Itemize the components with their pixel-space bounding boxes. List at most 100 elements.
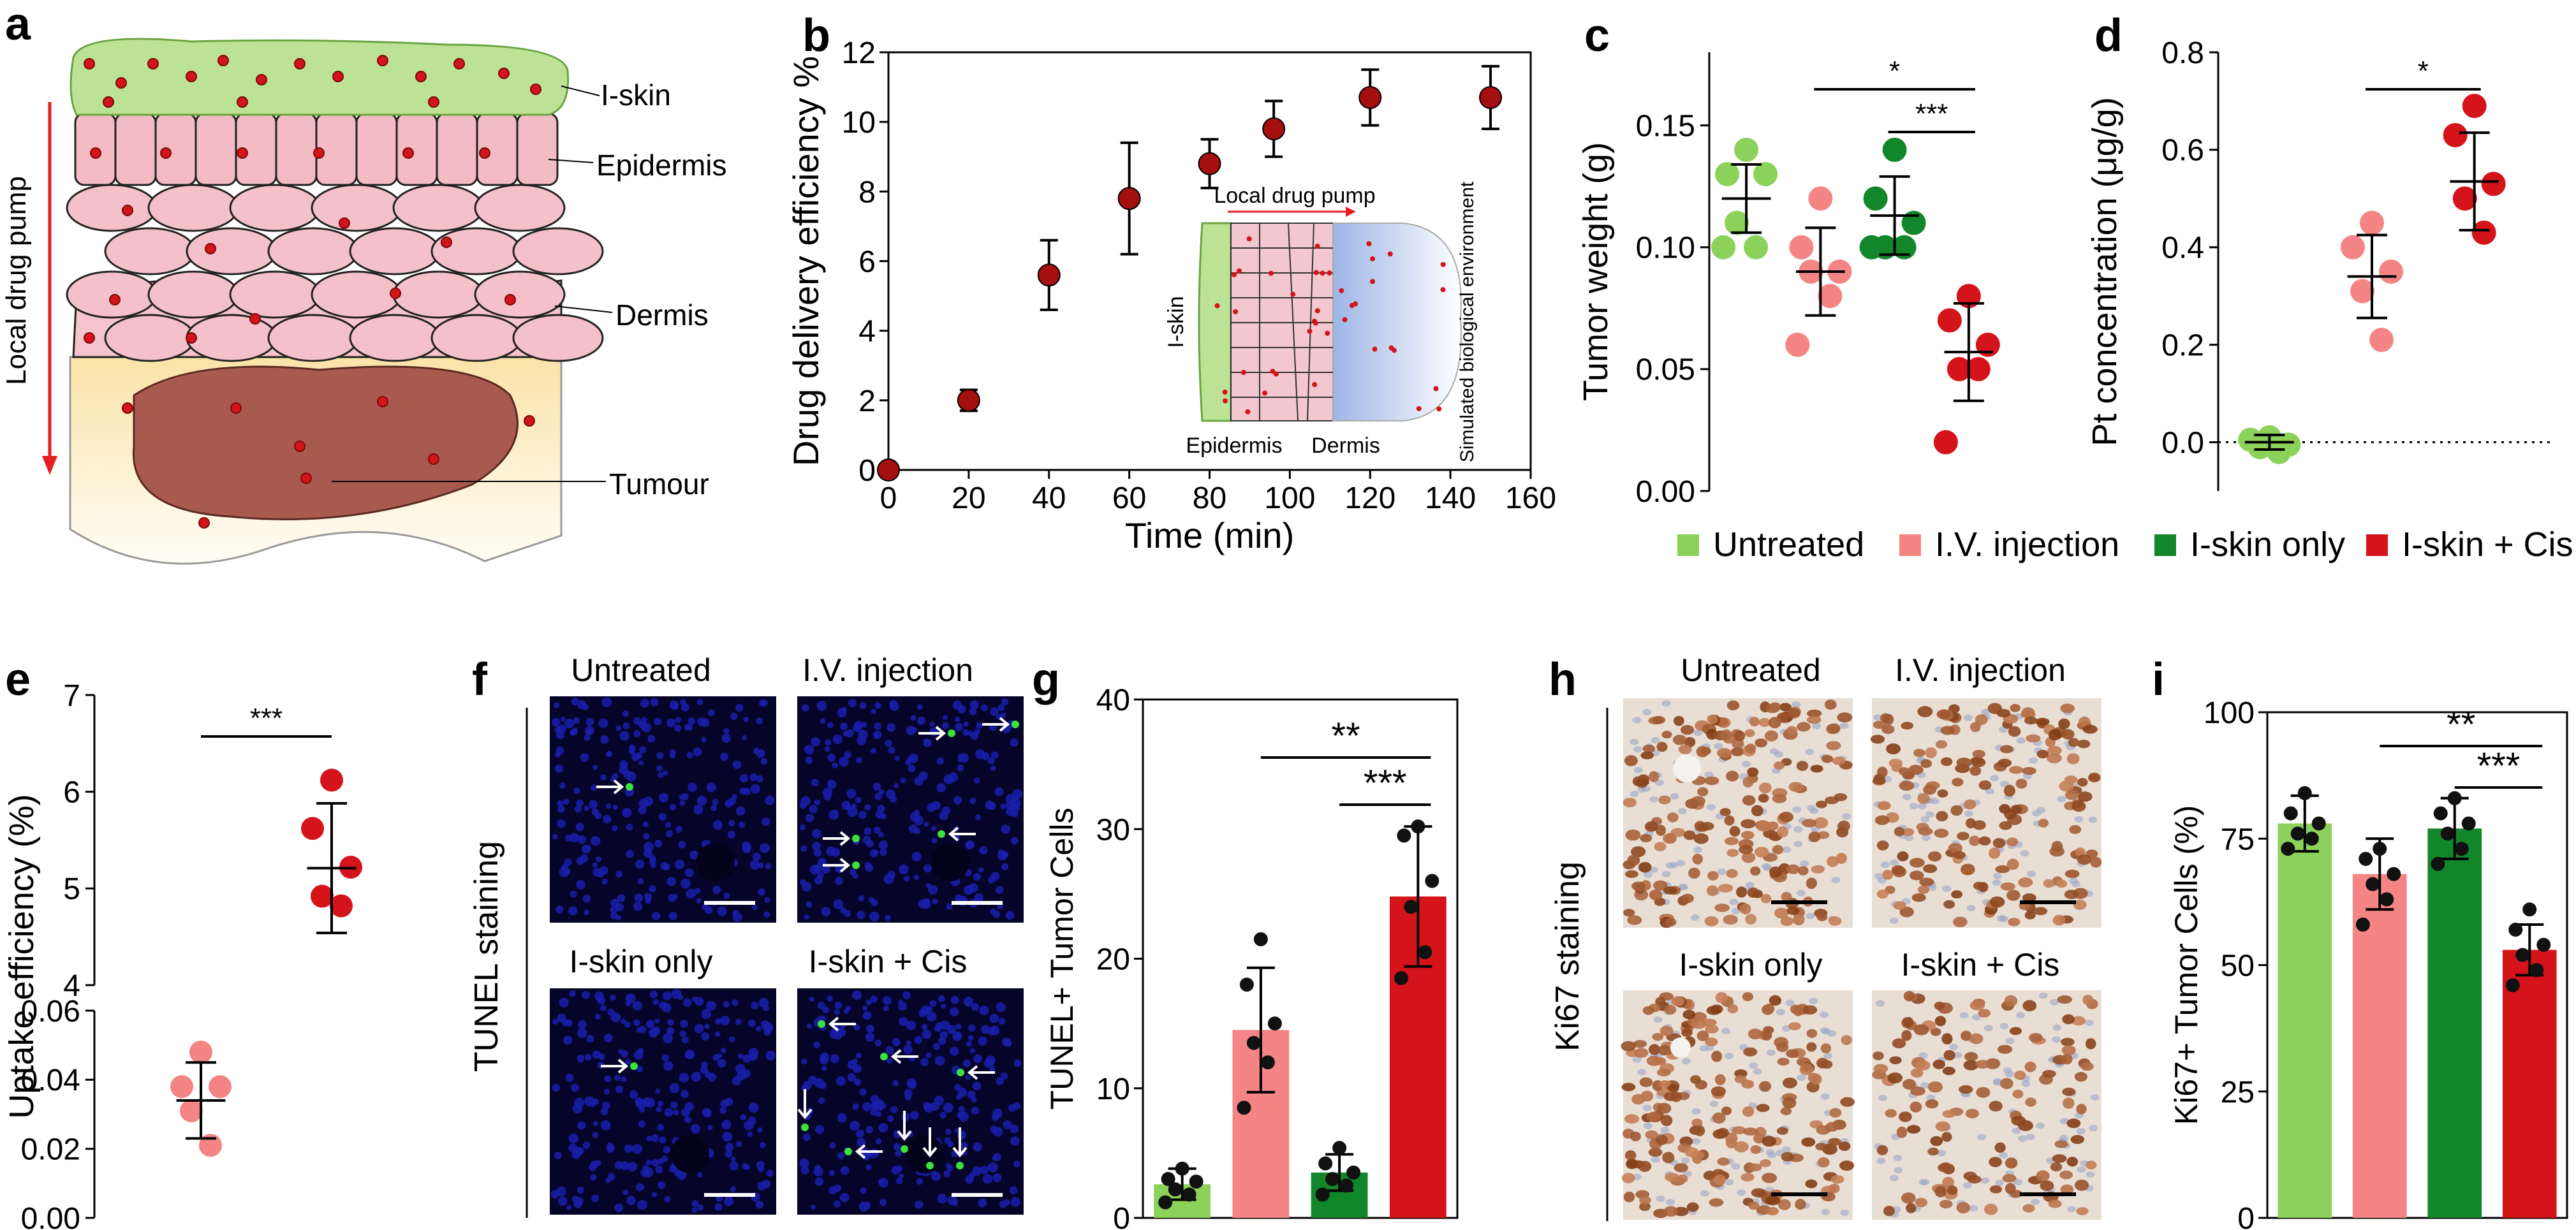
data-point-iv: [1818, 284, 1843, 309]
chart-d: 0.00.20.40.60.8Pt concentration (μg/g)*: [2086, 36, 2551, 491]
hematoxylin-nucleus: [1877, 877, 1887, 884]
hematoxylin-nucleus: [2038, 992, 2048, 999]
ki67-positive-nucleus: [2060, 703, 2075, 714]
nucleus: [929, 1000, 937, 1007]
ki67-positive-nucleus: [1730, 747, 1744, 756]
hematoxylin-nucleus: [1839, 722, 1849, 729]
bar-point: [1260, 1055, 1275, 1070]
ki67-positive-nucleus: [2066, 753, 2080, 765]
nucleus: [905, 759, 911, 766]
nucleus: [720, 1099, 729, 1108]
tunel-positive-cell: [948, 729, 955, 737]
nucleus: [696, 898, 702, 904]
nucleus: [629, 1090, 638, 1099]
ki67-positive-nucleus: [1795, 1199, 1806, 1210]
ki67-positive-nucleus: [1872, 777, 1886, 786]
nucleus: [860, 1187, 867, 1194]
nucleus: [1010, 1136, 1020, 1146]
nucleus: [747, 1131, 753, 1138]
bar-point: [1158, 1195, 1173, 1210]
ki67-positive-nucleus: [2054, 1140, 2068, 1148]
ki67-positive-nucleus: [1976, 1087, 1991, 1098]
nucleus: [565, 1073, 574, 1082]
nucleus: [855, 757, 862, 764]
hematoxylin-nucleus: [1691, 1108, 1701, 1115]
ki67-positive-nucleus: [1899, 906, 1914, 918]
legend-swatch-cis: [2366, 534, 2388, 556]
ki67-positive-nucleus: [1813, 817, 1829, 829]
ki67-positive-nucleus: [2082, 724, 2098, 734]
inset-cell-line: [1307, 223, 1314, 421]
nucleus: [749, 860, 760, 870]
ki67-positive-nucleus: [1766, 1206, 1779, 1216]
nucleus: [996, 1002, 1006, 1012]
ki67-positive-nucleus: [1755, 1127, 1767, 1138]
ki67-positive-nucleus: [1876, 1145, 1888, 1155]
nucleus: [899, 1016, 908, 1027]
ki67-positive-nucleus: [1721, 1106, 1732, 1115]
ki67-positive-nucleus: [1627, 854, 1640, 867]
nucleus: [665, 830, 673, 837]
nucleus: [760, 699, 768, 707]
ki67-positive-nucleus: [1762, 1136, 1777, 1147]
nucleus: [631, 752, 640, 761]
nucleus: [957, 757, 963, 763]
hematoxylin-nucleus: [2067, 1206, 2077, 1213]
inset-particle: [1314, 308, 1320, 314]
nucleus: [762, 1004, 770, 1011]
inset-particle: [1353, 301, 1358, 307]
nucleus: [990, 751, 999, 759]
nucleus: [862, 1102, 872, 1112]
arrow-icon: [823, 831, 851, 846]
nucleus: [622, 722, 630, 729]
ki67-positive-nucleus: [2052, 914, 2066, 926]
nucleus: [958, 1106, 966, 1113]
y-axis-label: Pt concentration (μg/g): [2086, 97, 2124, 446]
drug-particle: [103, 96, 114, 108]
nucleus: [843, 1008, 850, 1014]
nucleus: [814, 876, 823, 885]
ki67-positive-nucleus: [2069, 824, 2082, 835]
ki67-positive-nucleus: [2022, 766, 2036, 775]
data-point-skin: [1882, 137, 1907, 162]
nucleus: [1001, 1037, 1012, 1047]
ki67-positive-nucleus: [2021, 707, 2035, 718]
ki67-positive-nucleus: [1824, 796, 1839, 805]
bar-point: [2387, 867, 2401, 881]
inset-particle: [1312, 382, 1318, 388]
ki67-positive-nucleus: [1706, 885, 1719, 897]
nucleus: [626, 850, 634, 858]
nucleus: [856, 1129, 865, 1138]
ki67-positive-nucleus: [2071, 1016, 2086, 1026]
hematoxylin-nucleus: [1876, 1157, 1886, 1164]
nucleus: [880, 1199, 887, 1206]
nucleus: [563, 798, 570, 805]
nucleus: [871, 899, 878, 907]
ki67-positive-nucleus: [1934, 828, 1949, 838]
hematoxylin-nucleus: [1821, 1208, 1830, 1215]
hematoxylin-nucleus: [1999, 915, 2008, 922]
nucleus: [937, 1194, 947, 1204]
nucleus: [755, 1200, 764, 1209]
ki67-positive-nucleus: [1762, 1173, 1777, 1183]
ki67-positive-nucleus: [2011, 1115, 2026, 1126]
ki67-positive-nucleus: [2003, 785, 2015, 797]
data-point-untreated: [2267, 439, 2292, 464]
nucleus: [945, 1128, 952, 1135]
ki67-positive-nucleus: [1801, 1137, 1816, 1147]
nucleus: [568, 1133, 578, 1144]
ki67-positive-nucleus: [1796, 761, 1809, 772]
nucleus: [670, 803, 677, 810]
bar-point: [1182, 1187, 1196, 1202]
nucleus: [637, 878, 644, 884]
ki67-positive-nucleus: [1963, 1060, 1978, 1071]
y-tick-label: 75: [2221, 823, 2255, 856]
nucleus: [853, 1078, 862, 1086]
y-tick-label: 0.00: [21, 1202, 80, 1230]
nucleus: [883, 1005, 889, 1011]
nucleus: [712, 885, 721, 894]
ki67-positive-nucleus: [2035, 717, 2050, 726]
ki67-positive-nucleus: [1797, 722, 1811, 732]
nucleus: [989, 1065, 996, 1073]
nucleus: [976, 722, 983, 729]
